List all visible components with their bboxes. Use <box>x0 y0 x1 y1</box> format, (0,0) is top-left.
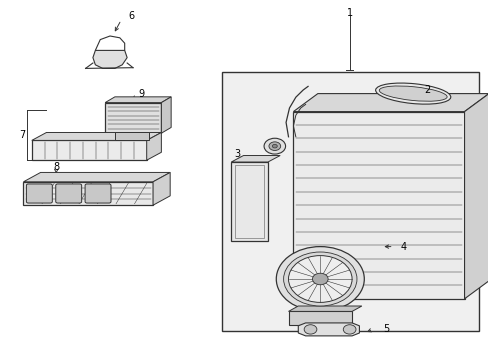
Text: 8: 8 <box>53 162 59 172</box>
Text: 4: 4 <box>400 242 406 252</box>
FancyBboxPatch shape <box>26 184 52 203</box>
Bar <box>222 72 478 331</box>
Polygon shape <box>93 50 127 68</box>
Polygon shape <box>23 172 170 182</box>
FancyBboxPatch shape <box>85 184 111 203</box>
Ellipse shape <box>375 83 450 104</box>
Circle shape <box>288 256 351 302</box>
Circle shape <box>268 142 280 150</box>
Bar <box>32 140 146 160</box>
Polygon shape <box>32 132 161 140</box>
Circle shape <box>264 138 285 154</box>
Bar <box>231 162 267 241</box>
Bar <box>105 103 161 133</box>
Polygon shape <box>161 97 171 133</box>
Text: 1: 1 <box>346 8 352 18</box>
Text: 9: 9 <box>139 89 144 99</box>
Circle shape <box>304 325 316 334</box>
Bar <box>288 311 351 325</box>
FancyBboxPatch shape <box>56 184 81 203</box>
Polygon shape <box>293 94 488 112</box>
Text: 5: 5 <box>383 324 388 334</box>
Polygon shape <box>153 172 170 205</box>
Polygon shape <box>464 94 488 299</box>
Bar <box>293 112 464 299</box>
Polygon shape <box>231 156 280 162</box>
Bar <box>235 165 264 238</box>
Text: 6: 6 <box>128 11 134 21</box>
Text: 3: 3 <box>234 149 240 159</box>
Text: 7: 7 <box>19 130 25 140</box>
Circle shape <box>276 247 364 311</box>
Ellipse shape <box>379 86 446 101</box>
Polygon shape <box>298 323 359 336</box>
Text: 2: 2 <box>424 85 430 95</box>
Polygon shape <box>105 97 171 103</box>
Circle shape <box>343 325 355 334</box>
Polygon shape <box>146 132 161 160</box>
Circle shape <box>272 144 277 148</box>
Polygon shape <box>288 306 361 311</box>
Bar <box>23 182 153 205</box>
Circle shape <box>312 273 327 285</box>
Bar <box>115 132 149 140</box>
Circle shape <box>283 252 356 306</box>
